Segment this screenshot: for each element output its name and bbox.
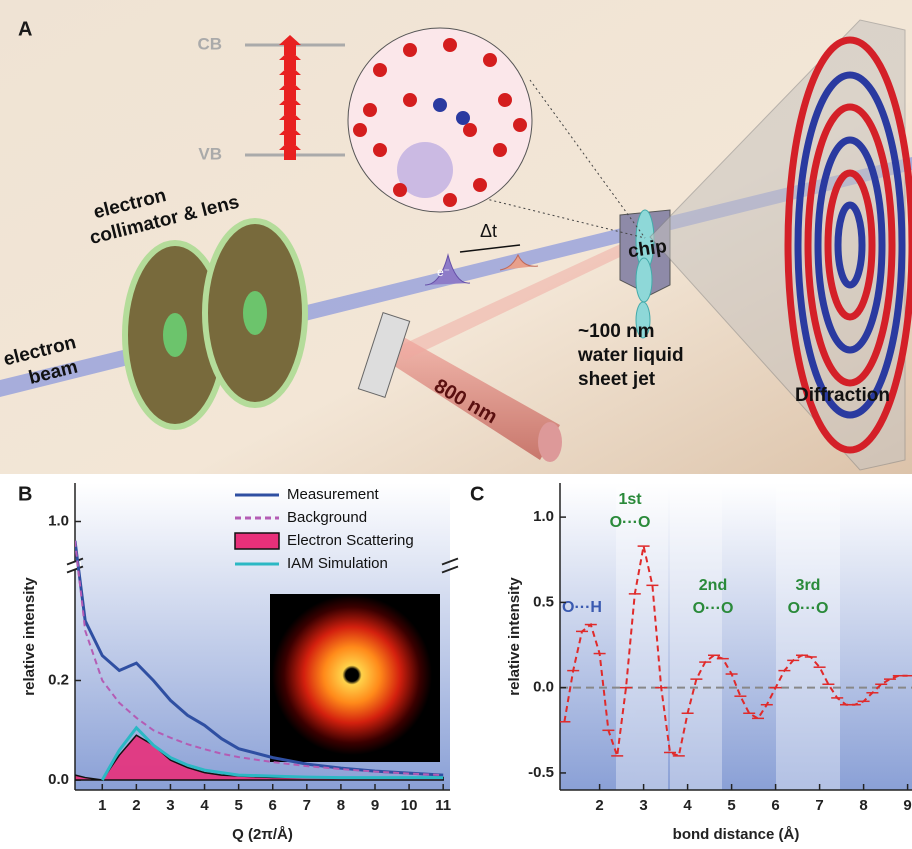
annotation: 2nd [699, 577, 727, 594]
liquid-jet [635, 209, 655, 339]
x-tick-label: 2 [132, 797, 140, 814]
legend-label: IAM Simulation [287, 555, 388, 572]
x-tick-label: 6 [771, 797, 779, 814]
legend-label: Measurement [287, 486, 380, 503]
y-axis-title: relative intensity [21, 577, 38, 696]
x-tick-label: 6 [269, 797, 277, 814]
annotation: 3rd [796, 577, 821, 594]
panel-label: A [18, 18, 32, 40]
x-tick-label: 5 [727, 797, 735, 814]
x-tick-label: 1 [98, 797, 106, 814]
axis-break [69, 561, 81, 570]
annotation: O···O [788, 600, 829, 617]
x-axis-title: Q (2π/Å) [232, 826, 293, 843]
delay-arrow [459, 244, 521, 253]
axis-break-mark [441, 557, 459, 566]
line [100, 725, 444, 781]
y-tick-label: 0.5 [533, 593, 554, 610]
laser-end [538, 422, 562, 462]
x-tick-label: 10 [401, 797, 418, 814]
y-tick-label: 0.2 [48, 671, 69, 688]
legend-swatch [234, 532, 280, 550]
vb-label: VB [198, 144, 222, 163]
shell-bands [616, 483, 840, 790]
jet-label: ~100 nm [578, 321, 655, 342]
panel-a [0, 0, 912, 474]
x-tick-label: 7 [303, 797, 311, 814]
y-tick-label: 0.0 [48, 771, 69, 788]
annotation: O···H [562, 599, 602, 616]
jet-label: sheet jet [578, 369, 656, 390]
collimator-discs [122, 218, 308, 430]
laser-pulse [499, 253, 539, 271]
annotation: 1st [618, 491, 642, 508]
x-tick-label: 3 [639, 797, 647, 814]
hole-region [397, 142, 453, 198]
line [75, 540, 444, 777]
x-tick-label: 2 [595, 797, 603, 814]
annotation: O···O [693, 600, 734, 617]
x-tick-label: 11 [435, 797, 451, 814]
x-axis-title: bond distance (Å) [673, 826, 800, 843]
x-tick-label: 9 [903, 797, 911, 814]
diffraction-rings [784, 36, 912, 454]
x-tick-label: 7 [815, 797, 823, 814]
excitation-arrows [279, 35, 301, 160]
x-tick-label: 4 [683, 797, 692, 814]
panel-label: B [18, 483, 32, 505]
y-tick-label: 1.0 [533, 508, 554, 525]
plot-area [75, 540, 444, 781]
x-tick-label: 9 [371, 797, 379, 814]
detector-label: Diffraction [795, 385, 890, 406]
plot-area [560, 545, 912, 758]
cation [433, 98, 447, 112]
y-tick-label: -0.5 [528, 764, 554, 781]
diffraction-pattern [272, 595, 432, 755]
line [75, 540, 444, 777]
x-tick-label: 3 [166, 797, 174, 814]
axis-break-mark [441, 565, 459, 574]
x-tick-label: 8 [859, 797, 867, 814]
x-tick-label: 4 [200, 797, 209, 814]
mirror [357, 312, 411, 398]
electron [456, 111, 470, 125]
x-tick-label: 8 [337, 797, 345, 814]
line [563, 545, 908, 758]
panel-label: C [470, 483, 484, 505]
y-tick-label: 0.0 [533, 679, 554, 696]
y-tick-label: 1.0 [48, 512, 69, 529]
pump-path [395, 235, 645, 360]
water-cluster [347, 27, 533, 213]
water-molecules [353, 38, 527, 207]
x-tick-label: 5 [234, 797, 242, 814]
pulse-label: e⁻ [437, 265, 450, 279]
axis-break-mark [66, 565, 84, 574]
zoom-line [469, 194, 646, 239]
jet-label: water liquid [577, 345, 684, 366]
laser-beam [385, 335, 560, 460]
electron-pulse [424, 253, 471, 286]
cb-label: CB [197, 34, 222, 53]
delay-label: Δt [480, 221, 497, 241]
axis-break-mark [66, 557, 84, 566]
legend-label: Electron Scattering [287, 532, 414, 549]
y-axis-title: relative intensity [506, 577, 523, 696]
annotation: O···O [610, 514, 651, 531]
legend-label: Background [287, 509, 367, 526]
